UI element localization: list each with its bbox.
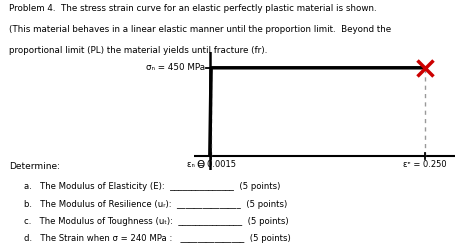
Text: εₙ = 0.0015: εₙ = 0.0015 bbox=[187, 160, 236, 169]
Text: (This material behaves in a linear elastic manner until the proportion limit.  B: (This material behaves in a linear elast… bbox=[9, 25, 392, 34]
Text: εᵄ = 0.250: εᵄ = 0.250 bbox=[403, 160, 447, 169]
Text: O: O bbox=[196, 160, 205, 170]
Text: Problem 4.  The stress strain curve for an elastic perfectly plastic material is: Problem 4. The stress strain curve for a… bbox=[9, 4, 377, 13]
Text: proportional limit (PL) the material yields until fracture (fr).: proportional limit (PL) the material yie… bbox=[9, 46, 268, 55]
Text: a.   The Modulus of Elasticity (E):  _______________  (5 points): a. The Modulus of Elasticity (E): ______… bbox=[24, 182, 280, 191]
Text: Determine:: Determine: bbox=[9, 162, 61, 171]
Text: σₙ = 450 MPa: σₙ = 450 MPa bbox=[146, 63, 205, 72]
Text: b.   The Modulus of Resilience (uᵣ):  _______________  (5 points): b. The Modulus of Resilience (uᵣ): _____… bbox=[24, 200, 287, 209]
Text: d.   The Strain when σ = 240 MPa :   _______________  (5 points): d. The Strain when σ = 240 MPa : _______… bbox=[24, 234, 291, 243]
Text: c.   The Modulus of Toughness (uₜ):  _______________  (5 points): c. The Modulus of Toughness (uₜ): ______… bbox=[24, 217, 288, 226]
